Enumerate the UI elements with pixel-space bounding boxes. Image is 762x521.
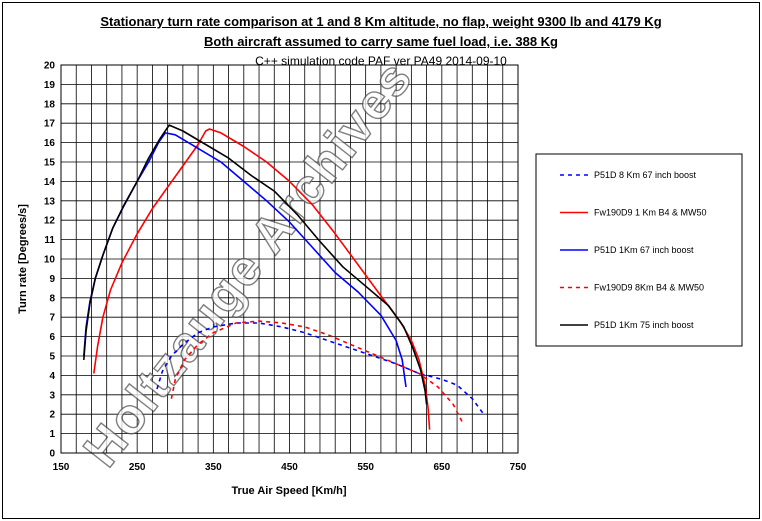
y-axis-label: Turn rate [Degrees/s] xyxy=(17,204,29,314)
x-axis-ticks: 150 250 350 450 550 650 750 xyxy=(53,462,527,473)
y-tick-label: 9 xyxy=(49,274,55,285)
watermark: Holtzauge Archives xyxy=(73,50,424,477)
y-tick-label: 19 xyxy=(44,80,56,91)
y-tick-label: 0 xyxy=(49,449,55,460)
legend-label: Fw190D9 8Km B4 & MW50 xyxy=(594,283,704,293)
legend-label: Fw190D9 1 Km B4 & MW50 xyxy=(594,208,707,218)
x-tick-label: 750 xyxy=(510,462,527,473)
y-tick-label: 11 xyxy=(44,235,55,246)
y-tick-label: 8 xyxy=(49,293,55,304)
series-lines xyxy=(83,124,485,430)
y-tick-label: 3 xyxy=(49,390,55,401)
y-tick-label: 18 xyxy=(44,99,56,110)
y-tick-label: 6 xyxy=(49,332,55,343)
y-tick-label: 1 xyxy=(49,429,55,440)
legend-label: P51D 1Km 75 inch boost xyxy=(594,320,694,330)
chart-title: Stationary turn rate comparison at 1 and… xyxy=(100,14,662,29)
y-tick-label: 14 xyxy=(44,177,56,188)
y-tick-label: 7 xyxy=(49,313,55,324)
x-tick-label: 150 xyxy=(53,462,70,473)
y-tick-label: 20 xyxy=(44,61,56,72)
series-line-5 xyxy=(83,124,428,405)
y-tick-label: 12 xyxy=(44,216,56,227)
y-tick-label: 10 xyxy=(44,255,56,266)
legend: P51D 8 Km 67 inch boost Fw190D9 1 Km B4 &… xyxy=(535,153,743,347)
legend-label: P51D 1Km 67 inch boost xyxy=(594,245,694,255)
x-tick-label: 650 xyxy=(433,462,450,473)
chart-title-line-2: Both aircraft assumed to carry same fuel… xyxy=(203,34,558,49)
y-tick-label: 13 xyxy=(44,196,56,207)
x-tick-label: 550 xyxy=(357,462,374,473)
plot-grid xyxy=(60,64,519,454)
x-tick-label: 450 xyxy=(281,462,298,473)
x-tick-label: 350 xyxy=(205,462,222,473)
y-tick-label: 5 xyxy=(49,352,55,363)
series-line-2 xyxy=(93,128,431,430)
y-tick-label: 17 xyxy=(44,119,56,130)
plot-area-border xyxy=(60,64,519,454)
y-tick-label: 4 xyxy=(49,371,55,382)
y-tick-label: 2 xyxy=(49,410,55,421)
x-axis-label: True Air Speed [Km/h] xyxy=(231,485,346,497)
y-tick-label: 15 xyxy=(44,158,56,169)
series-line-4 xyxy=(170,320,464,425)
x-tick-label: 250 xyxy=(129,462,146,473)
legend-label: P51D 8 Km 67 inch boost xyxy=(594,170,697,180)
y-tick-label: 16 xyxy=(44,138,56,149)
